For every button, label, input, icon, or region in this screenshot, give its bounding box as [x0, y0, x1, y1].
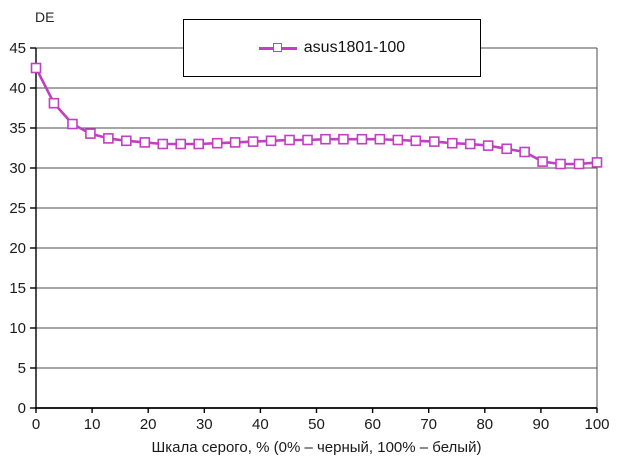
data-point-marker	[139, 137, 151, 148]
data-point-marker	[555, 158, 566, 170]
data-point-marker	[356, 133, 368, 145]
legend-series-label: asus1801-100	[303, 39, 406, 56]
data-point-marker	[121, 135, 132, 147]
legend-square-marker-icon	[272, 43, 282, 52]
x-tick-label-50: 50	[308, 416, 325, 433]
data-point-marker	[464, 138, 476, 150]
series-line-asus1801-100	[34, 67, 598, 166]
y-tick-label-10: 10	[9, 320, 26, 337]
legend-line-marker-icon	[258, 43, 297, 53]
data-point-marker	[175, 138, 187, 150]
x-tick-label-10: 10	[84, 416, 101, 433]
data-point-marker	[482, 140, 494, 151]
data-point-marker	[193, 138, 204, 150]
data-point-marker	[229, 137, 241, 148]
y-tick-label-0: 0	[18, 400, 26, 417]
x-tick-label-0: 0	[32, 416, 40, 433]
data-point-marker	[446, 137, 458, 149]
data-point-marker	[48, 97, 60, 109]
legend: asus1801-100	[183, 19, 481, 77]
x-tick-label-70: 70	[420, 416, 437, 433]
data-point-marker	[537, 156, 548, 167]
y-tick-label-20: 20	[9, 240, 26, 257]
y-tick-label-30: 30	[9, 160, 26, 177]
data-point-marker	[429, 136, 440, 147]
data-point-marker	[30, 62, 42, 74]
data-point-marker	[591, 157, 603, 168]
y-tick-label-35: 35	[9, 120, 26, 137]
data-point-marker	[67, 118, 78, 130]
data-point-marker	[211, 137, 223, 149]
data-point-marker	[85, 128, 96, 139]
data-point-marker	[410, 135, 422, 147]
x-tick-label-40: 40	[252, 416, 269, 433]
data-point-marker	[573, 158, 585, 170]
data-point-marker	[501, 143, 512, 155]
data-point-marker	[338, 133, 349, 145]
x-tick-label-60: 60	[364, 416, 381, 433]
data-point-marker	[519, 146, 530, 158]
y-tick-label-45: 45	[9, 40, 26, 57]
data-point-marker	[284, 134, 295, 146]
y-tick-label-40: 40	[9, 80, 26, 97]
x-tick-label-20: 20	[140, 416, 157, 433]
y-axis-unit-label: DE	[35, 9, 55, 25]
data-point-marker	[247, 136, 259, 147]
x-tick-label-80: 80	[476, 416, 493, 433]
data-point-marker	[265, 135, 277, 147]
x-axis-title: Шкала серого, % (0% – черный, 100% – бел…	[151, 439, 482, 456]
x-tick-label-100: 100	[584, 416, 609, 433]
data-point-marker	[157, 138, 169, 150]
data-point-marker	[392, 134, 404, 146]
y-tick-label-15: 15	[9, 280, 26, 297]
data-point-marker	[302, 134, 313, 146]
data-point-marker	[320, 133, 331, 145]
x-tick-label-30: 30	[196, 416, 213, 433]
data-point-marker	[374, 133, 386, 145]
data-point-marker	[103, 133, 114, 144]
y-tick-label-5: 5	[18, 360, 26, 377]
y-tick-label-25: 25	[9, 200, 26, 217]
x-tick-label-90: 90	[533, 416, 550, 433]
